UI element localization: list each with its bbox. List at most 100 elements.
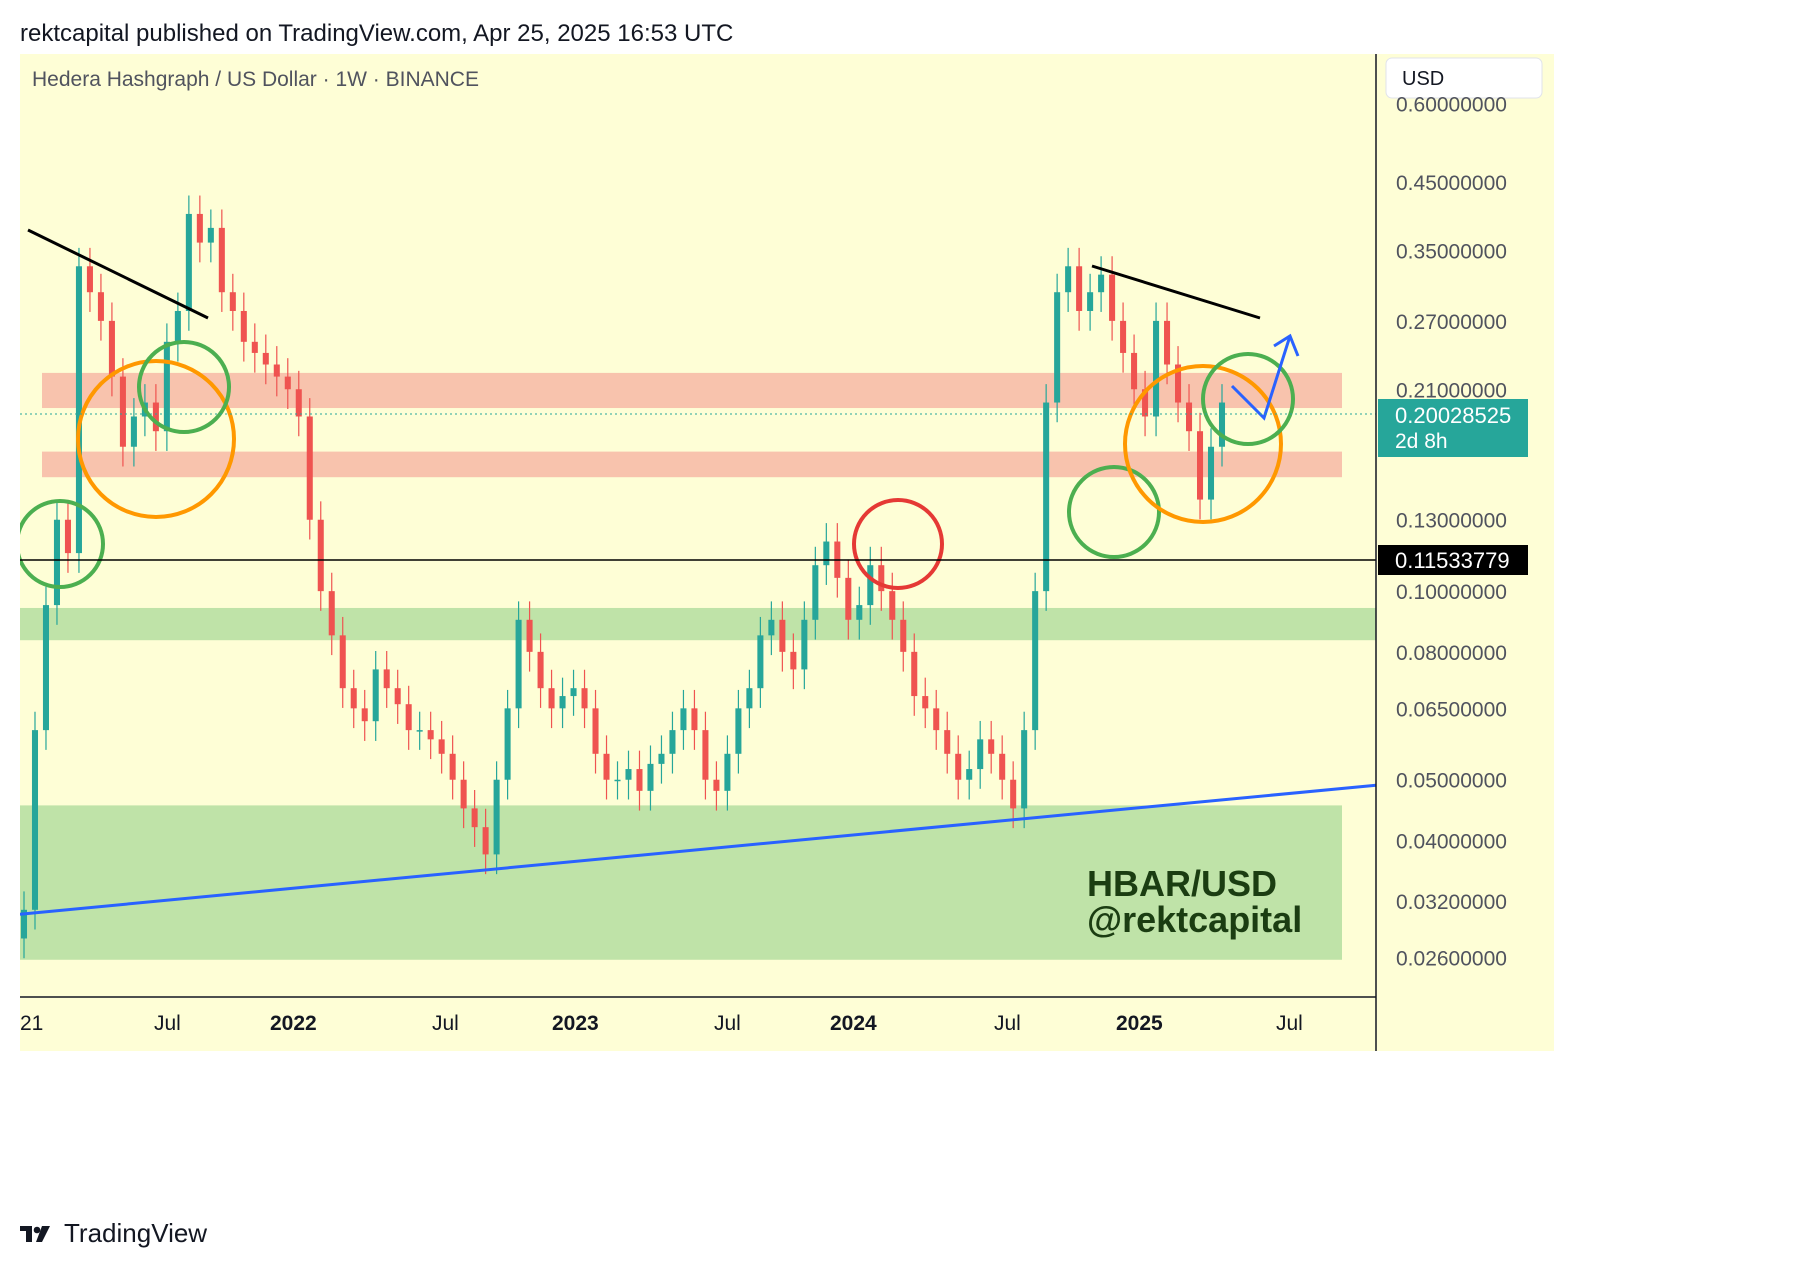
candle	[757, 616, 764, 708]
candle	[581, 669, 588, 729]
price-tick-label: 0.13000000	[1396, 510, 1507, 533]
candle-body	[768, 619, 775, 636]
candle	[75, 247, 82, 573]
candle	[152, 384, 159, 451]
candle-body	[702, 730, 709, 780]
candle-body	[900, 619, 907, 652]
trendline-left-descending	[27, 228, 209, 320]
candle	[999, 735, 1006, 800]
candle-body	[383, 669, 390, 689]
candle	[625, 750, 632, 800]
time-axis-ticks: 21 Jul 2022 Jul 2023 Jul 2024 Jul 2025 Jul	[20, 1012, 1303, 1035]
candle-body	[669, 730, 676, 754]
candle	[1153, 302, 1160, 437]
candle	[119, 358, 126, 467]
watermark: HBAR/USD @rektcapital	[1087, 863, 1302, 940]
candle-body	[1142, 389, 1149, 417]
candle	[746, 669, 753, 729]
watermark-line-1: HBAR/USD	[1087, 863, 1277, 904]
candle-body	[614, 779, 621, 782]
candle	[823, 523, 830, 585]
candle	[1142, 370, 1149, 437]
candle-body	[724, 753, 731, 791]
candle	[394, 669, 401, 724]
candle	[592, 689, 599, 774]
candle-body	[680, 708, 687, 731]
price-tick-label: 0.04000000	[1396, 830, 1507, 853]
candle-body	[658, 753, 665, 764]
candle-body	[31, 730, 39, 910]
tradingview-brand: TradingView	[64, 1218, 208, 1248]
candle-body	[471, 808, 478, 828]
price-tick-label: 0.21000000	[1396, 379, 1507, 402]
candle	[207, 209, 214, 263]
candle	[702, 711, 709, 800]
candle-body	[240, 310, 247, 342]
current-price-label: 0.20028525 2d 8h	[1378, 399, 1528, 457]
candle	[977, 720, 984, 789]
candle	[537, 633, 544, 708]
candle-body	[1131, 352, 1138, 390]
candle-body	[504, 708, 511, 780]
candle	[1087, 273, 1094, 331]
candle	[416, 711, 423, 750]
candle	[438, 720, 445, 774]
candle	[911, 633, 918, 716]
currency-selector[interactable]: USD	[1385, 57, 1543, 99]
time-tick-label: Jul	[714, 1012, 741, 1035]
candle-body	[1021, 730, 1028, 809]
candle	[713, 761, 720, 811]
candle	[383, 650, 390, 708]
projection-arrow	[1230, 335, 1292, 421]
candle-body	[174, 310, 181, 342]
time-tick-label: 2022	[270, 1012, 317, 1035]
candle	[658, 735, 665, 784]
price-tick-label: 0.06500000	[1396, 698, 1507, 721]
circle-red	[852, 498, 944, 590]
time-tick-label: Jul	[994, 1012, 1021, 1035]
candle-body	[119, 376, 126, 447]
candle-body	[713, 779, 720, 791]
candle-body	[185, 213, 192, 311]
candle	[1164, 302, 1171, 385]
candle-body	[218, 227, 225, 293]
price-tick-label: 0.08000000	[1396, 642, 1507, 665]
candle	[317, 501, 324, 611]
candle-body	[1186, 402, 1193, 432]
candle-body	[1109, 274, 1116, 321]
price-tick-label: 0.02600000	[1396, 948, 1507, 971]
candle	[31, 711, 39, 930]
candle	[284, 358, 291, 410]
candle	[680, 689, 687, 750]
time-tick-label: Jul	[1276, 1012, 1303, 1035]
candle	[933, 689, 940, 750]
candle-body	[801, 619, 808, 670]
candle-body	[790, 651, 797, 670]
candle	[966, 750, 973, 800]
candle	[548, 669, 555, 729]
candle	[526, 601, 533, 672]
candle-body	[515, 619, 522, 709]
publish-info: rektcapital published on TradingView.com…	[20, 20, 734, 47]
candle	[779, 601, 786, 672]
candle-body	[922, 696, 929, 709]
candle-body	[306, 416, 313, 520]
price-chart[interactable]: HBAR/USD @rektcapital Hedera Hashgraph /…	[15, 54, 1774, 1202]
candle-body	[284, 376, 291, 390]
candle	[306, 398, 313, 540]
time-tick-label: 2024	[830, 1012, 877, 1035]
candle	[647, 745, 654, 811]
candle-body	[911, 651, 918, 697]
candle	[1065, 247, 1072, 312]
candle-body	[108, 320, 115, 377]
price-tick-label: 0.60000000	[1396, 94, 1507, 117]
candle	[1109, 256, 1116, 341]
candle	[955, 735, 962, 800]
price-tick-label: 0.10000000	[1396, 581, 1507, 604]
currency-label[interactable]: USD	[1402, 68, 1444, 90]
candle-body	[944, 730, 951, 754]
candle	[493, 761, 500, 875]
candle	[1032, 572, 1039, 750]
candle-body	[856, 605, 863, 620]
price-tick-label: 0.35000000	[1396, 240, 1507, 263]
